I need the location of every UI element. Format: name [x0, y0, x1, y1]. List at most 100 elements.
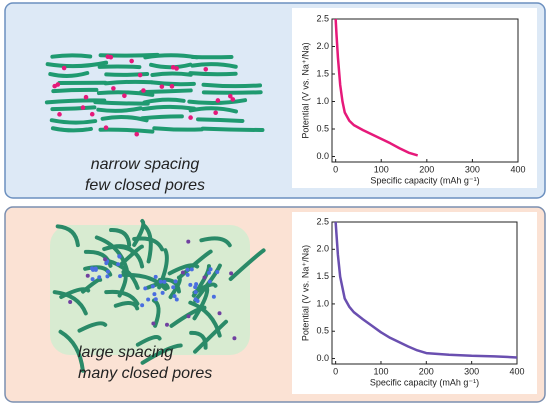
y-tick-label: 0.0: [316, 151, 329, 161]
ion: [68, 300, 72, 304]
y-tick-label: 0.5: [316, 123, 329, 133]
fiber: [204, 85, 261, 86]
ion: [203, 67, 208, 72]
ion: [160, 84, 165, 89]
fiber: [52, 107, 94, 109]
ion: [213, 110, 218, 115]
x-tick-label: 300: [465, 164, 480, 174]
ion: [173, 279, 177, 283]
ion: [103, 257, 107, 261]
y-tick-label: 2.0: [316, 41, 329, 51]
fiber: [95, 102, 147, 103]
ion: [151, 321, 155, 325]
ion: [97, 275, 101, 279]
ion: [106, 270, 110, 274]
fiber: [141, 90, 191, 92]
fiber: [52, 55, 90, 56]
ion: [187, 314, 191, 318]
ion: [122, 93, 127, 98]
fiber: [145, 55, 196, 57]
ion: [62, 66, 67, 71]
ion: [162, 280, 166, 284]
ion: [129, 59, 134, 64]
x-tick-label: 400: [509, 366, 524, 376]
ion: [188, 283, 192, 287]
ion: [170, 84, 175, 89]
caption: many closed pores: [78, 365, 212, 382]
x-tick-label: 100: [374, 164, 389, 174]
ion: [141, 88, 146, 93]
ion: [186, 240, 190, 244]
x-tick-label: 0: [333, 366, 338, 376]
ion: [52, 84, 57, 89]
y-axis-label: Potential (V vs. Na⁺/Na): [300, 42, 310, 138]
fiber: [190, 73, 235, 74]
fiber: [53, 128, 91, 130]
y-tick-label: 2.5: [316, 216, 329, 226]
y-tick-label: 1.0: [316, 96, 329, 106]
fiber: [203, 129, 263, 130]
y-tick-label: 0.5: [316, 326, 329, 336]
x-axis-label: Specific capacity (mAh g⁻¹): [370, 175, 479, 185]
ion: [186, 273, 190, 277]
ion: [86, 274, 90, 278]
fiber: [198, 119, 242, 121]
ion: [152, 292, 156, 296]
ion: [111, 86, 116, 91]
ion: [212, 295, 216, 299]
ion: [215, 270, 219, 274]
ion: [105, 274, 109, 278]
fiber: [100, 67, 140, 68]
ion: [175, 298, 179, 302]
fiber: [204, 92, 261, 93]
ion: [173, 294, 177, 298]
ion: [161, 291, 165, 295]
fiber: [142, 116, 182, 118]
fiber: [152, 74, 190, 75]
ion: [208, 280, 212, 284]
ion: [104, 125, 109, 130]
caption: large spacing: [78, 344, 173, 361]
fiber: [53, 90, 96, 91]
ion: [134, 132, 139, 137]
y-tick-label: 1.5: [316, 271, 329, 281]
ion: [154, 275, 158, 279]
caption: few closed pores: [85, 177, 205, 194]
y-tick-label: 2.5: [316, 13, 329, 23]
ion: [174, 66, 179, 71]
ion: [151, 284, 155, 288]
ion: [188, 115, 193, 120]
ion: [104, 261, 108, 265]
ion: [146, 297, 150, 301]
ion: [118, 274, 122, 278]
fiber: [152, 82, 194, 84]
ion: [171, 285, 175, 289]
ion: [228, 94, 233, 99]
y-axis-label: Potential (V vs. Na⁺/Na): [300, 245, 310, 341]
ion: [91, 268, 95, 272]
ion: [57, 112, 62, 117]
ion: [190, 267, 194, 271]
ion: [229, 271, 233, 275]
ion: [232, 336, 236, 340]
ion: [116, 262, 120, 266]
ion: [140, 303, 144, 307]
ion: [118, 255, 122, 259]
ion: [207, 271, 211, 275]
y-tick-label: 1.5: [316, 68, 329, 78]
y-tick-label: 0.0: [316, 353, 329, 363]
ion: [194, 282, 198, 286]
x-tick-label: 100: [373, 366, 388, 376]
ion: [143, 286, 147, 290]
x-tick-label: 300: [464, 366, 479, 376]
ion: [91, 277, 95, 281]
x-axis-label: Specific capacity (mAh g⁻¹): [370, 377, 479, 387]
fiber: [154, 128, 201, 129]
ion: [154, 297, 158, 301]
ion: [216, 98, 221, 103]
ion: [196, 299, 200, 303]
x-tick-label: 0: [333, 164, 338, 174]
ion: [194, 290, 198, 294]
ion: [181, 271, 185, 275]
